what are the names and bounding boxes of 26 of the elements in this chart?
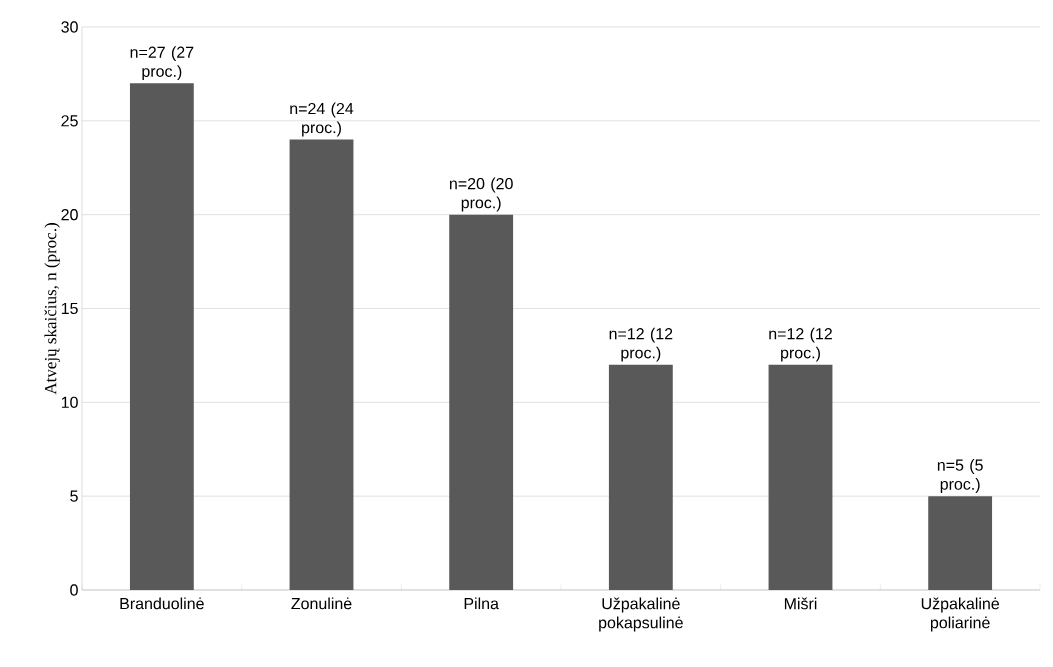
bar [608, 364, 673, 590]
bar [449, 214, 514, 590]
data-label: n=24 (24 proc.) [290, 102, 354, 137]
y-tick-label: 20 [61, 209, 78, 221]
y-tick-label: 15 [61, 302, 78, 315]
x-tick-label: Užpakalinė poliarinė [921, 597, 1000, 632]
x-tick-label: Mišri [784, 597, 817, 610]
x-tick-label: Zonulinė [291, 597, 352, 610]
x-tick-label: Pilna [464, 597, 499, 610]
x-tick-label: Užpakalinė pokapsulinė [599, 597, 683, 632]
data-label: n=20 (20 proc.) [449, 177, 513, 212]
y-tick-label: 0 [70, 584, 78, 596]
bar [768, 364, 833, 590]
data-label: n=12 (12 proc.) [609, 327, 673, 362]
data-label: n=5 (5 proc.) [937, 459, 983, 493]
y-tick-label: 25 [61, 115, 78, 127]
data-label: n=27 (27 proc.) [130, 46, 194, 81]
y-tick-label: 10 [61, 396, 78, 408]
data-label: n=12 (12 proc.) [769, 327, 832, 362]
bar [289, 139, 354, 590]
bar [928, 496, 993, 590]
y-axis-title: Atvejų skaičius, n (proc.) [44, 223, 60, 395]
x-tick-label: Branduolinė [120, 597, 204, 610]
y-tick-label: 30 [61, 21, 78, 33]
bar [129, 83, 194, 590]
y-tick-label: 5 [70, 490, 78, 502]
